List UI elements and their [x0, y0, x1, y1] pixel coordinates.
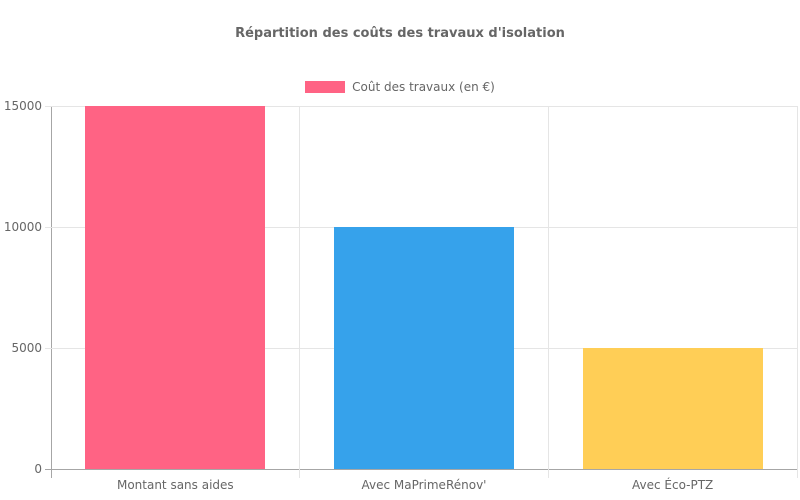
- bar-montant-sans-aides[interactable]: [85, 106, 266, 469]
- y-tick-label-10000: 10000: [3, 220, 42, 234]
- gridline-y-15000: [51, 105, 797, 107]
- legend-swatch: [305, 81, 346, 93]
- y-tick-label-5000: 5000: [11, 341, 42, 355]
- gridline-x-2: [547, 106, 549, 469]
- legend-label: Coût des travaux (en €): [352, 80, 495, 94]
- x-tick-mark-3: [796, 469, 798, 478]
- x-tick-label-avec-eco-ptz: Avec Éco-PTZ: [632, 478, 714, 492]
- plot-area: [51, 105, 798, 470]
- gridline-x-3: [796, 106, 798, 469]
- y-axis-line: [51, 106, 52, 469]
- x-tick-label-avec-maprimerenov: Avec MaPrimeRénov': [361, 478, 487, 492]
- bar-avec-maprimerenov[interactable]: [334, 227, 514, 469]
- y-tick-mark-15000: [45, 105, 51, 107]
- bar-avec-eco-ptz[interactable]: [582, 348, 763, 469]
- x-tick-mark-2: [547, 469, 549, 478]
- y-tick-mark-0: [45, 468, 51, 470]
- y-tick-label-15000: 15000: [3, 99, 42, 113]
- legend[interactable]: Coût des travaux (en €): [0, 79, 800, 95]
- x-tick-mark-0: [50, 469, 52, 478]
- y-tick-mark-10000: [45, 226, 51, 228]
- chart-title: Répartition des coûts des travaux d'isol…: [235, 26, 565, 41]
- y-tick-label-0: 0: [34, 462, 42, 476]
- x-axis-line: [51, 469, 797, 470]
- y-tick-mark-5000: [45, 347, 51, 349]
- gridline-x-1: [299, 106, 301, 469]
- x-tick-label-montant-sans-aides: Montant sans aides: [116, 478, 234, 492]
- x-tick-mark-1: [299, 469, 301, 478]
